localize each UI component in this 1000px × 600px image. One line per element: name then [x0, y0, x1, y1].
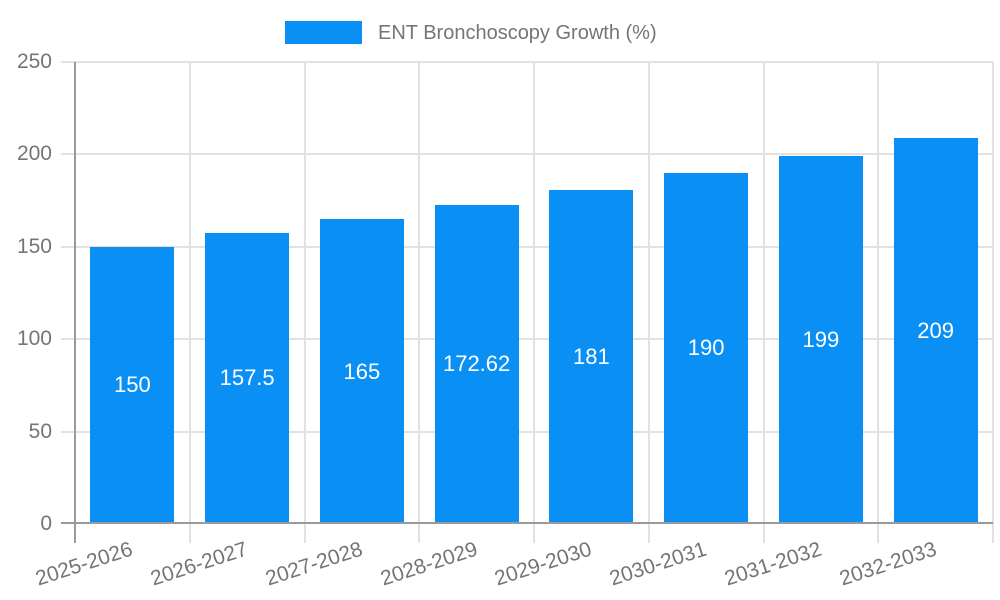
y-axis-tick-label: 50 — [28, 419, 52, 443]
bar-2032-2033[interactable] — [893, 137, 978, 522]
bar-2030-2031[interactable] — [664, 172, 749, 522]
bar-value-label: 172.62 — [442, 351, 511, 377]
y-gridline — [61, 61, 993, 63]
y-gridline — [61, 153, 993, 156]
bar-2031-2032[interactable] — [778, 156, 863, 522]
bar-2027-2028[interactable] — [319, 219, 404, 522]
y-axis-tick-label: 100 — [16, 327, 52, 351]
x-axis-line — [61, 522, 993, 524]
x-gridline — [992, 62, 994, 543]
legend-swatch-icon — [285, 21, 362, 44]
legend-label: ENT Bronchoscopy Growth (%) — [378, 22, 657, 44]
x-gridline — [303, 62, 306, 543]
bar-value-label: 150 — [114, 372, 151, 398]
y-axis-line — [74, 62, 76, 543]
bar-value-label: 190 — [687, 335, 725, 361]
x-gridline — [418, 62, 421, 543]
plot-area: 0 50 100 150 200 250 150 157.5 165 172.62 181 190 19… — [17, 51, 994, 590]
bar-value-label: 157.5 — [219, 365, 275, 391]
x-gridline — [533, 62, 535, 543]
x-gridline — [647, 62, 650, 543]
bar-value-label: 165 — [343, 358, 381, 384]
bar-2029-2030[interactable] — [549, 189, 634, 522]
y-gridline — [61, 430, 993, 433]
y-axis-tick-label: 150 — [16, 234, 52, 258]
x-gridline — [188, 62, 191, 543]
y-axis-tick-label: 250 — [16, 50, 52, 73]
x-gridline — [762, 62, 765, 543]
x-gridline — [877, 62, 880, 543]
y-gridline — [61, 245, 993, 248]
bar-value-label: 209 — [917, 317, 954, 343]
bar-value-label: 181 — [573, 343, 610, 369]
bar-2026-2027[interactable] — [205, 232, 290, 522]
bar-value-label: 199 — [802, 327, 840, 353]
bar-2025-2026[interactable] — [90, 246, 175, 522]
bar-2028-2029[interactable] — [434, 204, 519, 522]
y-gridline — [61, 338, 993, 341]
y-axis-tick-label: 0 — [40, 512, 52, 535]
y-axis-tick-label: 200 — [16, 142, 52, 166]
